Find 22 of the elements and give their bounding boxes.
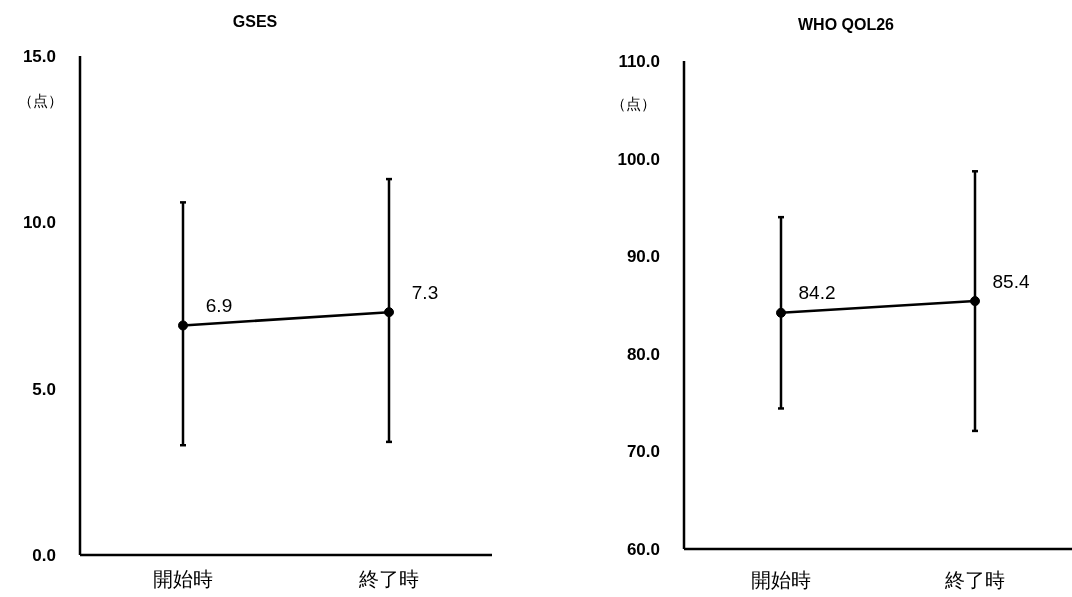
y-tick-label: 90.0 (626, 247, 660, 267)
data-label: 6.9 (205, 294, 233, 316)
y-tick-label: 60.0 (626, 540, 660, 560)
x-tick-label: 終了時 (358, 568, 419, 591)
data-label: 7.3 (411, 281, 439, 303)
x-tick-label: 開始時 (751, 569, 811, 592)
x-tick-label: 開始時 (153, 568, 213, 591)
data-label: 85.4 (992, 270, 1030, 292)
y-tick-label: 0.0 (32, 546, 56, 566)
chart-title: WHO QOL26 (797, 16, 895, 34)
y-axis-title: （点） (610, 94, 656, 112)
y-tick-label: 15.0 (22, 47, 56, 67)
y-tick-label: 80.0 (626, 344, 660, 364)
y-tick-label: 70.0 (626, 442, 660, 462)
y-tick-label: 110.0 (618, 52, 660, 72)
y-axis-title: （点） (17, 91, 63, 109)
data-label: 84.2 (798, 282, 836, 304)
y-tick-label: 5.0 (32, 379, 56, 399)
chart-title: GSES (232, 13, 278, 31)
x-tick-label: 終了時 (944, 569, 1005, 592)
y-tick-label: 10.0 (22, 213, 56, 233)
y-tick-label: 100.0 (617, 149, 660, 169)
